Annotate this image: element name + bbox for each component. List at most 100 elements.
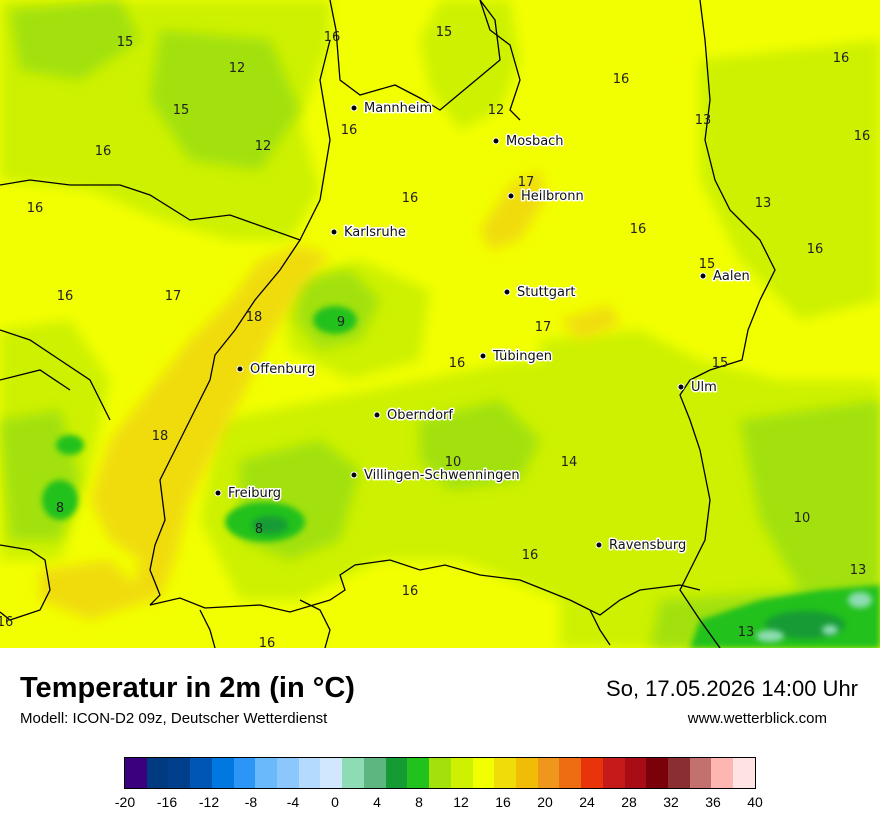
legend-swatch <box>125 758 147 788</box>
temperature-value-label: 16 <box>630 222 647 237</box>
website-link[interactable]: www.wetterblick.com <box>687 710 827 727</box>
city-dot <box>236 365 244 373</box>
city-name-label: Villingen-Schwenningen <box>364 468 520 483</box>
temperature-value-label: 16 <box>522 548 539 563</box>
city-dot <box>492 137 500 145</box>
temperature-value-label: 18 <box>246 310 263 325</box>
temperature-value-label: 15 <box>117 35 134 50</box>
legend-swatch <box>168 758 191 788</box>
city-marker: Oberndorf <box>373 407 455 425</box>
color-legend <box>124 757 756 791</box>
legend-tick-label: 8 <box>415 794 423 810</box>
city-marker: Mosbach <box>492 133 565 151</box>
legend-swatch <box>537 758 560 788</box>
city-marker: Karlsruhe <box>330 224 407 242</box>
temperature-value-label: 10 <box>794 511 811 526</box>
city-marker: Ulm <box>677 379 718 397</box>
legend-swatch <box>255 758 278 788</box>
temperature-value-label: 8 <box>56 501 64 516</box>
legend-color-bar <box>124 757 756 789</box>
city-marker: Heilbronn <box>507 188 585 206</box>
legend-tick-label: 0 <box>331 794 339 810</box>
city-name-label: Ravensburg <box>609 538 686 553</box>
legend-swatch <box>494 758 516 788</box>
legend-swatch <box>711 758 734 788</box>
legend-tick-label: 32 <box>663 794 679 810</box>
city-dot <box>677 383 685 391</box>
city-dot <box>479 352 487 360</box>
legend-swatch <box>733 758 755 788</box>
temperature-value-label: 15 <box>699 257 716 272</box>
temperature-labels: 15 16 15 12 16 16 15 16 12 13 16 16 12 17 16 13 16 16 16 15… <box>0 25 870 648</box>
city-marker: Mannheim <box>350 100 434 118</box>
temperature-value-label: 16 <box>341 123 358 138</box>
temperature-value-label: 13 <box>755 196 772 211</box>
legend-tick-label: 36 <box>705 794 721 810</box>
map-footer: Temperatur in 2m (in °C) Modell: ICON-D2… <box>0 648 880 830</box>
city-dot <box>373 411 381 419</box>
legend-tick-label: -16 <box>156 794 178 810</box>
legend-swatch <box>559 758 582 788</box>
legend-tick-label: -8 <box>244 794 258 810</box>
city-marker: Freiburg <box>214 485 283 503</box>
city-dot <box>214 489 222 497</box>
temperature-value-label: 15 <box>712 356 729 371</box>
legend-swatch <box>624 758 647 788</box>
city-marker: Ravensburg <box>595 537 688 555</box>
city-marker: Tübingen <box>479 348 554 366</box>
city-dot <box>699 272 707 280</box>
temperature-field-16-20 <box>40 170 620 620</box>
legend-tick-label: 4 <box>373 794 381 810</box>
legend-swatch <box>646 758 668 788</box>
city-markers: Mannheim Mosbach Heilbronn Karlsruhe Aalen St… <box>214 100 751 555</box>
legend-tick-label: 24 <box>579 794 595 810</box>
temperature-value-label: 16 <box>833 51 850 66</box>
legend-swatch <box>472 758 495 788</box>
temperature-value-label: 16 <box>613 72 630 87</box>
legend-tick-label: 20 <box>537 794 553 810</box>
city-name-label: Tübingen <box>492 349 552 364</box>
legend-swatch <box>363 758 386 788</box>
city-dot <box>330 228 338 236</box>
city-dot <box>595 541 603 549</box>
city-name-label: Freiburg <box>228 486 281 501</box>
temperature-value-label: 12 <box>255 139 272 154</box>
legend-swatch <box>689 758 712 788</box>
temperature-value-label: 18 <box>152 429 169 444</box>
legend-swatch <box>211 758 234 788</box>
state-borders <box>0 0 776 648</box>
city-name-label: Heilbronn <box>521 189 584 204</box>
temperature-value-label: 16 <box>27 201 44 216</box>
legend-swatch <box>429 758 451 788</box>
legend-tick-label: -12 <box>198 794 220 810</box>
temperature-value-label: 14 <box>561 455 578 470</box>
legend-tick-label: 16 <box>495 794 511 810</box>
temperature-value-label: 16 <box>57 289 74 304</box>
temperature-value-label: 16 <box>449 356 466 371</box>
temperature-map: 15 16 15 12 16 16 15 16 12 13 16 16 12 17 16 13 16 16 16 15… <box>0 0 880 648</box>
legend-tick-label: -20 <box>114 794 136 810</box>
map-title: Temperatur in 2m (in °C) <box>20 672 355 704</box>
legend-tick-label: 40 <box>747 794 763 810</box>
temperature-value-label: 16 <box>402 584 419 599</box>
legend-swatch <box>407 758 430 788</box>
temperature-value-label: 15 <box>173 103 190 118</box>
legend-tick-label: 28 <box>621 794 637 810</box>
temperature-value-label: 13 <box>850 563 867 578</box>
model-subtitle: Modell: ICON-D2 09z, Deutscher Wetterdie… <box>20 710 328 727</box>
map-canvas: 15 16 15 12 16 16 15 16 12 13 16 16 12 17 16 13 16 16 16 15… <box>0 0 880 648</box>
city-name-label: Aalen <box>713 269 750 284</box>
city-dot <box>350 471 358 479</box>
legend-swatch <box>602 758 625 788</box>
city-name-label: Stuttgart <box>517 285 575 300</box>
legend-swatch <box>581 758 603 788</box>
city-marker: Aalen <box>699 268 751 286</box>
legend-tick-label: -4 <box>286 794 300 810</box>
temperature-value-label: 13 <box>738 625 755 640</box>
temperature-value-label: 16 <box>324 30 341 45</box>
legend-swatch <box>450 758 473 788</box>
forecast-datetime: So, 17.05.2026 14:00 Uhr <box>606 676 858 701</box>
legend-swatch <box>190 758 212 788</box>
temperature-value-label: 16 <box>402 191 419 206</box>
city-marker: Offenburg <box>236 361 317 379</box>
